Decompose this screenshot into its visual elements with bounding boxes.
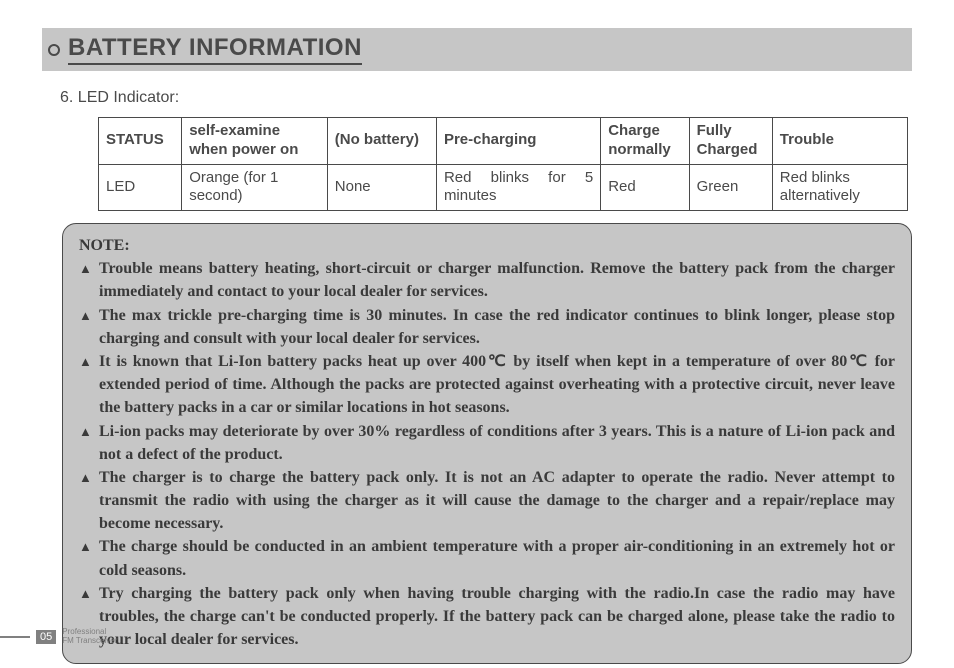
note-text: The max trickle pre-charging time is 30 …: [99, 304, 895, 350]
note-item: ▲Trouble means battery heating, short-ci…: [79, 257, 895, 303]
td-chargenormally: Red: [601, 164, 689, 211]
table-row: LED Orange (for 1 second) None Red blink…: [99, 164, 908, 211]
note-item: ▲The max trickle pre-charging time is 30…: [79, 304, 895, 350]
note-text: The charger is to charge the battery pac…: [99, 466, 895, 536]
th-fullycharged: Fully Charged: [689, 118, 772, 165]
td-selfexamine: Orange (for 1 second): [182, 164, 328, 211]
triangle-icon: ▲: [79, 257, 99, 303]
triangle-icon: ▲: [79, 420, 99, 466]
led-indicator-table: STATUS self-examine when power on (No ba…: [98, 117, 908, 211]
section-header: BATTERY INFORMATION: [42, 28, 912, 71]
th-precharging: Pre-charging: [436, 118, 600, 165]
td-fullycharged: Green: [689, 164, 772, 211]
td-trouble: Red blinks alternatively: [772, 164, 907, 211]
triangle-icon: ▲: [79, 466, 99, 536]
bullet-icon: [48, 44, 60, 56]
footer-rule: [0, 636, 30, 638]
note-box: NOTE: ▲Trouble means battery heating, sh…: [62, 223, 912, 664]
note-heading: NOTE:: [79, 234, 895, 257]
th-trouble: Trouble: [772, 118, 907, 165]
note-text: Li-ion packs may deteriorate by over 30%…: [99, 420, 895, 466]
td-precharging: Red blinks for 5 minutes: [436, 164, 600, 211]
triangle-icon: ▲: [79, 350, 99, 420]
note-text: Trouble means battery heating, short-cir…: [99, 257, 895, 303]
note-text: Try charging the battery pack only when …: [99, 582, 895, 652]
table-header-row: STATUS self-examine when power on (No ba…: [99, 118, 908, 165]
section-label: 6. LED Indicator:: [60, 89, 912, 107]
note-item: ▲The charge should be conducted in an am…: [79, 535, 895, 581]
footer-line2: FM Transceiver: [62, 637, 117, 646]
td-nobattery: None: [327, 164, 436, 211]
note-item: ▲Li-ion packs may deteriorate by over 30…: [79, 420, 895, 466]
th-status: STATUS: [99, 118, 182, 165]
page-title: BATTERY INFORMATION: [68, 34, 362, 65]
td-status: LED: [99, 164, 182, 211]
th-chargenormally: Charge normally: [601, 118, 689, 165]
th-selfexamine: self-examine when power on: [182, 118, 328, 165]
note-text: The charge should be conducted in an amb…: [99, 535, 895, 581]
page-footer: 05 Professional FM Transceiver: [0, 628, 117, 646]
triangle-icon: ▲: [79, 535, 99, 581]
triangle-icon: ▲: [79, 304, 99, 350]
note-item: ▲It is known that Li-Ion battery packs h…: [79, 350, 895, 420]
th-nobattery: (No battery): [327, 118, 436, 165]
note-text: It is known that Li-Ion battery packs he…: [99, 350, 895, 420]
note-item: ▲Try charging the battery pack only when…: [79, 582, 895, 652]
footer-text: Professional FM Transceiver: [62, 628, 117, 646]
note-item: ▲The charger is to charge the battery pa…: [79, 466, 895, 536]
page-number: 05: [36, 630, 56, 644]
